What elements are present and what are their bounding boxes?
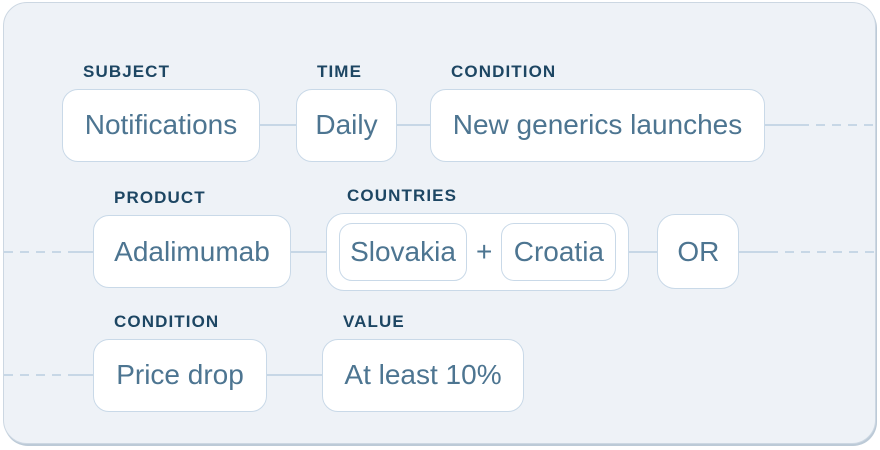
chip-country-slovakia-value: Slovakia: [350, 235, 456, 267]
chip-subject-value: Notifications: [84, 109, 238, 140]
label-product: PRODUCT: [114, 188, 206, 207]
rule-row-price: CONDITION Price drop VALUE At least 10%: [4, 312, 875, 413]
chip-value-value: At least 10%: [344, 359, 502, 390]
countries-group[interactable]: COUNTRIES Slovakia + Croatia: [326, 186, 630, 291]
chip-product-value: Adalimumab: [114, 235, 270, 267]
label-time: TIME: [317, 61, 363, 81]
chip-condition-launches-value: New generics launches: [452, 109, 743, 140]
connector-dashed: [4, 250, 74, 253]
connector-solid: [74, 374, 93, 376]
chip-time-value: Daily: [315, 109, 378, 140]
chip-country-slovakia[interactable]: Slovakia: [339, 222, 467, 281]
connector-solid: [739, 250, 770, 253]
chip-condition-launches[interactable]: CONDITION New generics launches: [430, 62, 765, 162]
chip-country-croatia-value: Croatia: [513, 235, 604, 267]
connector-solid: [397, 124, 430, 126]
chip-condition-price-drop[interactable]: CONDITION Price drop: [93, 312, 267, 412]
connector-dashed: [800, 124, 875, 126]
chip-product[interactable]: PRODUCT Adalimumab: [93, 188, 291, 288]
connector-solid: [260, 124, 296, 126]
connector-solid: [291, 250, 326, 253]
rule-row-notification: SUBJECT Notifications TIME Daily CONDITI…: [4, 62, 875, 162]
operator-or[interactable]: OR: [657, 214, 740, 289]
rule-builder-canvas: SUBJECT Notifications TIME Daily CONDITI…: [3, 2, 876, 444]
connector-solid: [629, 250, 658, 253]
label-countries: COUNTRIES: [347, 185, 458, 205]
label-subject: SUBJECT: [83, 61, 171, 81]
label-value: VALUE: [343, 311, 405, 331]
rule-row-product: PRODUCT Adalimumab COUNTRIES Slovakia + …: [4, 186, 875, 291]
connector-dashed: [769, 250, 875, 253]
chip-time[interactable]: TIME Daily: [296, 62, 397, 162]
chip-condition-price-drop-value: Price drop: [116, 359, 244, 390]
label-condition: CONDITION: [451, 61, 557, 81]
chip-subject[interactable]: SUBJECT Notifications: [62, 62, 260, 162]
plus-separator: +: [476, 235, 493, 267]
label-condition-2: CONDITION: [114, 311, 220, 331]
connector-solid: [74, 250, 93, 253]
connector-dashed: [4, 374, 74, 376]
chip-value[interactable]: VALUE At least 10%: [322, 312, 524, 412]
connector-solid: [765, 124, 800, 126]
chip-country-croatia[interactable]: Croatia: [501, 222, 617, 281]
operator-or-value: OR: [677, 235, 720, 267]
connector-solid: [267, 374, 322, 376]
